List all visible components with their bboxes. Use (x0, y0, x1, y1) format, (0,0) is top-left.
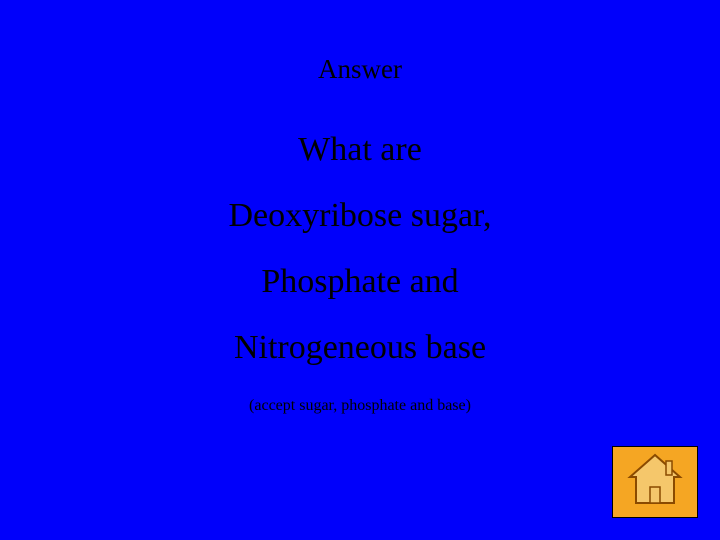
home-button[interactable] (612, 446, 698, 518)
house-icon (622, 451, 688, 514)
accept-note: (accept sugar, phosphate and base) (0, 397, 720, 415)
answer-slide: Answer What are Deoxyribose sugar, Phosp… (0, 0, 720, 415)
answer-line-4: Nitrogeneous base (0, 331, 720, 365)
answer-line-3: Phosphate and (0, 265, 720, 299)
answer-line-1: What are (0, 133, 720, 167)
slide-header: Answer (0, 54, 720, 85)
answer-line-2: Deoxyribose sugar, (0, 199, 720, 233)
